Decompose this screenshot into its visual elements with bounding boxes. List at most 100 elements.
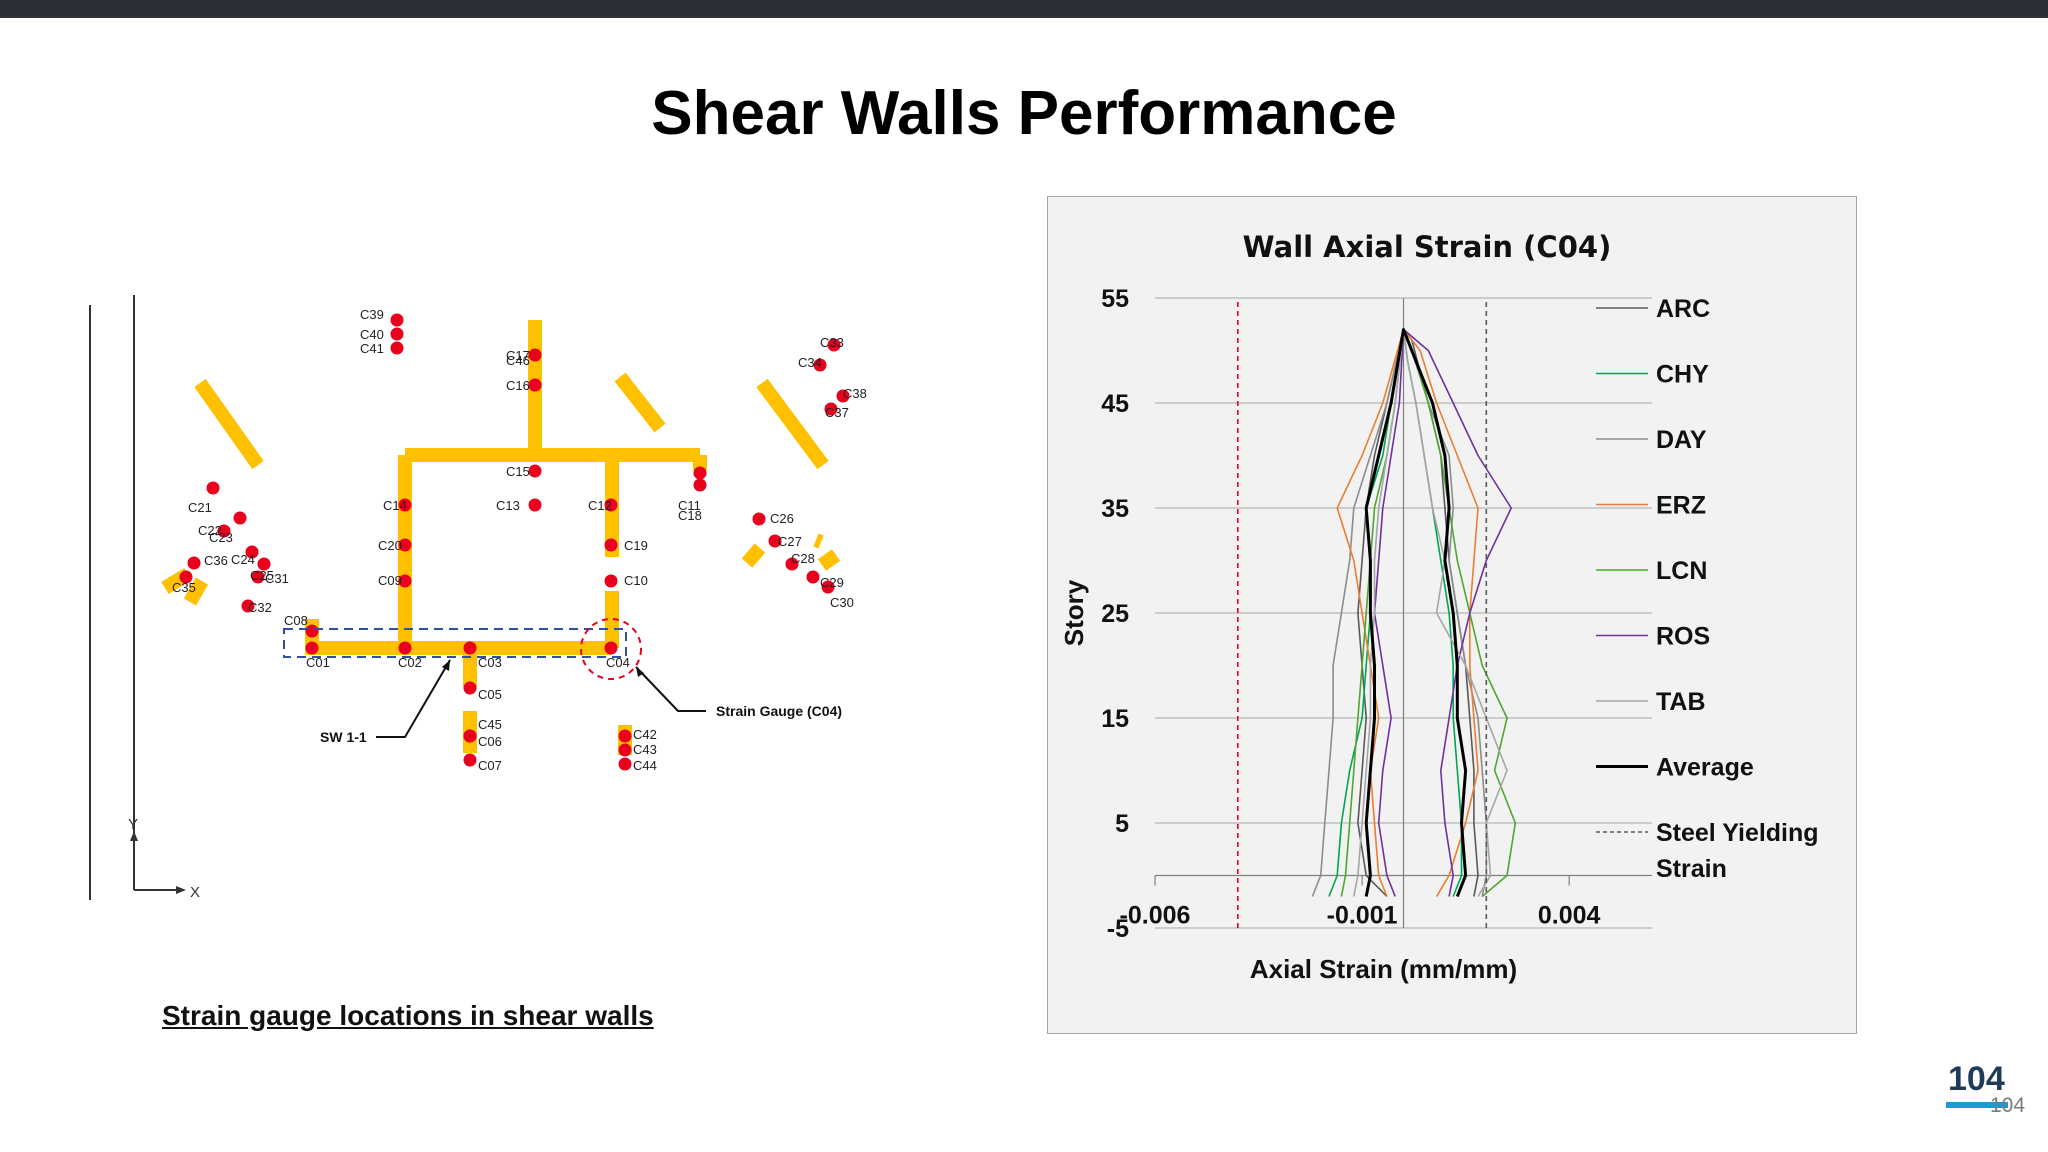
gauge-dot bbox=[618, 729, 632, 743]
y-tick-label: 25 bbox=[1101, 600, 1129, 628]
gauge-label: C25 bbox=[250, 568, 274, 583]
c04-callout-label: Strain Gauge (C04) bbox=[716, 703, 842, 719]
gauge-label: C17 bbox=[506, 348, 530, 363]
legend-label: Average bbox=[1656, 754, 1754, 782]
x-tick-label: -0.006 bbox=[1120, 902, 1191, 930]
gauge-label: C36 bbox=[204, 553, 228, 568]
legend-label: ARC bbox=[1656, 295, 1710, 323]
axis-y-label: Y bbox=[128, 816, 138, 833]
gauge-label: C09 bbox=[378, 573, 402, 588]
y-tick-label: 55 bbox=[1101, 285, 1129, 313]
gauge-label: C05 bbox=[478, 687, 502, 702]
gauge-dot bbox=[179, 570, 193, 584]
gauge-dot bbox=[245, 545, 259, 559]
gauge-dot bbox=[813, 358, 827, 372]
gauge-label: C11 bbox=[678, 498, 701, 513]
gauge-dot bbox=[398, 574, 412, 588]
gauge-label: C44 bbox=[633, 758, 657, 773]
c04-callout-arrow bbox=[636, 667, 644, 677]
series-line bbox=[1373, 328, 1512, 897]
series-line bbox=[1353, 328, 1508, 897]
gauge-label: C46 bbox=[506, 353, 530, 368]
c04-highlight-circle bbox=[580, 618, 642, 680]
gauge-dot bbox=[528, 498, 542, 512]
c04-callout-line bbox=[635, 666, 706, 712]
gauge-dot bbox=[463, 681, 477, 695]
chart-title: Wall Axial Strain (C04) bbox=[1242, 230, 1612, 264]
sw-dashed-box bbox=[283, 628, 627, 658]
gauge-dot bbox=[398, 538, 412, 552]
x-tick-label: 0.004 bbox=[1538, 902, 1601, 930]
y-tick-label: 15 bbox=[1101, 705, 1129, 733]
y-axis-title: Story bbox=[1059, 579, 1089, 646]
gauge-label: C20 bbox=[378, 538, 402, 553]
gauge-label: C27 bbox=[778, 534, 802, 549]
gauge-label: C19 bbox=[624, 538, 648, 553]
gauge-dot bbox=[398, 641, 412, 655]
y-tick-label: 45 bbox=[1101, 390, 1129, 418]
gauge-dot bbox=[693, 478, 707, 492]
gauge-label: C16 bbox=[506, 378, 530, 393]
gauge-label: C37 bbox=[825, 405, 849, 420]
series-line bbox=[1364, 328, 1468, 898]
strain-gauge-plan: C01 C02 C03 C04 C05 C06 C07 C08 C09 C10 C11 C12 C13 C… bbox=[89, 295, 867, 901]
page-number: 104 bbox=[1948, 1060, 2005, 1098]
gauge-label: C15 bbox=[506, 464, 530, 479]
x-tick-label: -0.001 bbox=[1327, 902, 1398, 930]
gauge-label: C28 bbox=[791, 551, 815, 566]
gauge-dot bbox=[785, 557, 799, 571]
gauge-label: C33 bbox=[820, 335, 844, 350]
gauge-label: C21 bbox=[188, 500, 212, 515]
gauge-dot bbox=[528, 348, 542, 362]
gauge-label: C04 bbox=[606, 655, 630, 670]
gauge-dot bbox=[463, 753, 477, 767]
gauge-label: C02 bbox=[398, 655, 422, 670]
gauge-dot bbox=[463, 729, 477, 743]
gauge-label: C18 bbox=[678, 508, 702, 523]
gauge-label: C07 bbox=[478, 758, 502, 773]
gauge-dot bbox=[390, 341, 404, 355]
gauge-label: C08 bbox=[284, 613, 308, 628]
gauge-dot bbox=[305, 624, 319, 638]
gauge-label: C31 bbox=[265, 571, 289, 586]
gauge-dot bbox=[233, 511, 247, 525]
legend-label: CHY bbox=[1656, 361, 1709, 389]
gauge-dot bbox=[206, 481, 220, 495]
gauge-dot bbox=[390, 313, 404, 327]
gauge-label: C29 bbox=[820, 575, 844, 590]
gauge-dot bbox=[257, 557, 271, 571]
sw-callout-line bbox=[376, 659, 451, 738]
gauge-label: C24 bbox=[231, 552, 255, 567]
gauge-labels-group: C01 C02 C03 C04 C05 C06 C07 C08 C09 C10 C11 C12 C13 C… bbox=[172, 307, 867, 773]
x-axis-title: Axial Strain (mm/mm) bbox=[1250, 954, 1517, 984]
legend-label: ERZ bbox=[1656, 492, 1706, 520]
gauge-label: C13 bbox=[496, 498, 520, 513]
gauge-dot bbox=[528, 378, 542, 392]
top-bar bbox=[0, 0, 2048, 18]
gauge-dot bbox=[463, 641, 477, 655]
gauge-label: C12 bbox=[588, 498, 612, 513]
gauges-group bbox=[179, 313, 850, 771]
legend-label: DAY bbox=[1656, 426, 1707, 454]
gauge-label: C45 bbox=[478, 717, 502, 732]
gauge-dot bbox=[836, 389, 850, 403]
gauge-dot bbox=[398, 498, 412, 512]
gauge-label: C41 bbox=[360, 341, 384, 356]
sw-label: SW 1-1 bbox=[320, 729, 367, 745]
gauge-dot bbox=[821, 580, 835, 594]
legend-label: LCN bbox=[1656, 557, 1707, 585]
slide-title: Shear Walls Performance bbox=[651, 79, 1397, 148]
gauge-dot bbox=[824, 402, 838, 416]
gauge-dot bbox=[604, 498, 618, 512]
x-axis-head bbox=[176, 886, 186, 894]
y-tick-label: -5 bbox=[1107, 915, 1129, 943]
gauge-label: C14 bbox=[383, 498, 407, 513]
legend-label: ROS bbox=[1656, 623, 1710, 651]
plan-caption: Strain gauge locations in shear walls bbox=[162, 1000, 654, 1031]
gauge-label: C32 bbox=[248, 600, 272, 615]
gauge-label: C40 bbox=[360, 327, 384, 342]
gauge-dot bbox=[251, 570, 265, 584]
gauge-dot bbox=[827, 338, 841, 352]
gauge-label: C10 bbox=[624, 573, 648, 588]
